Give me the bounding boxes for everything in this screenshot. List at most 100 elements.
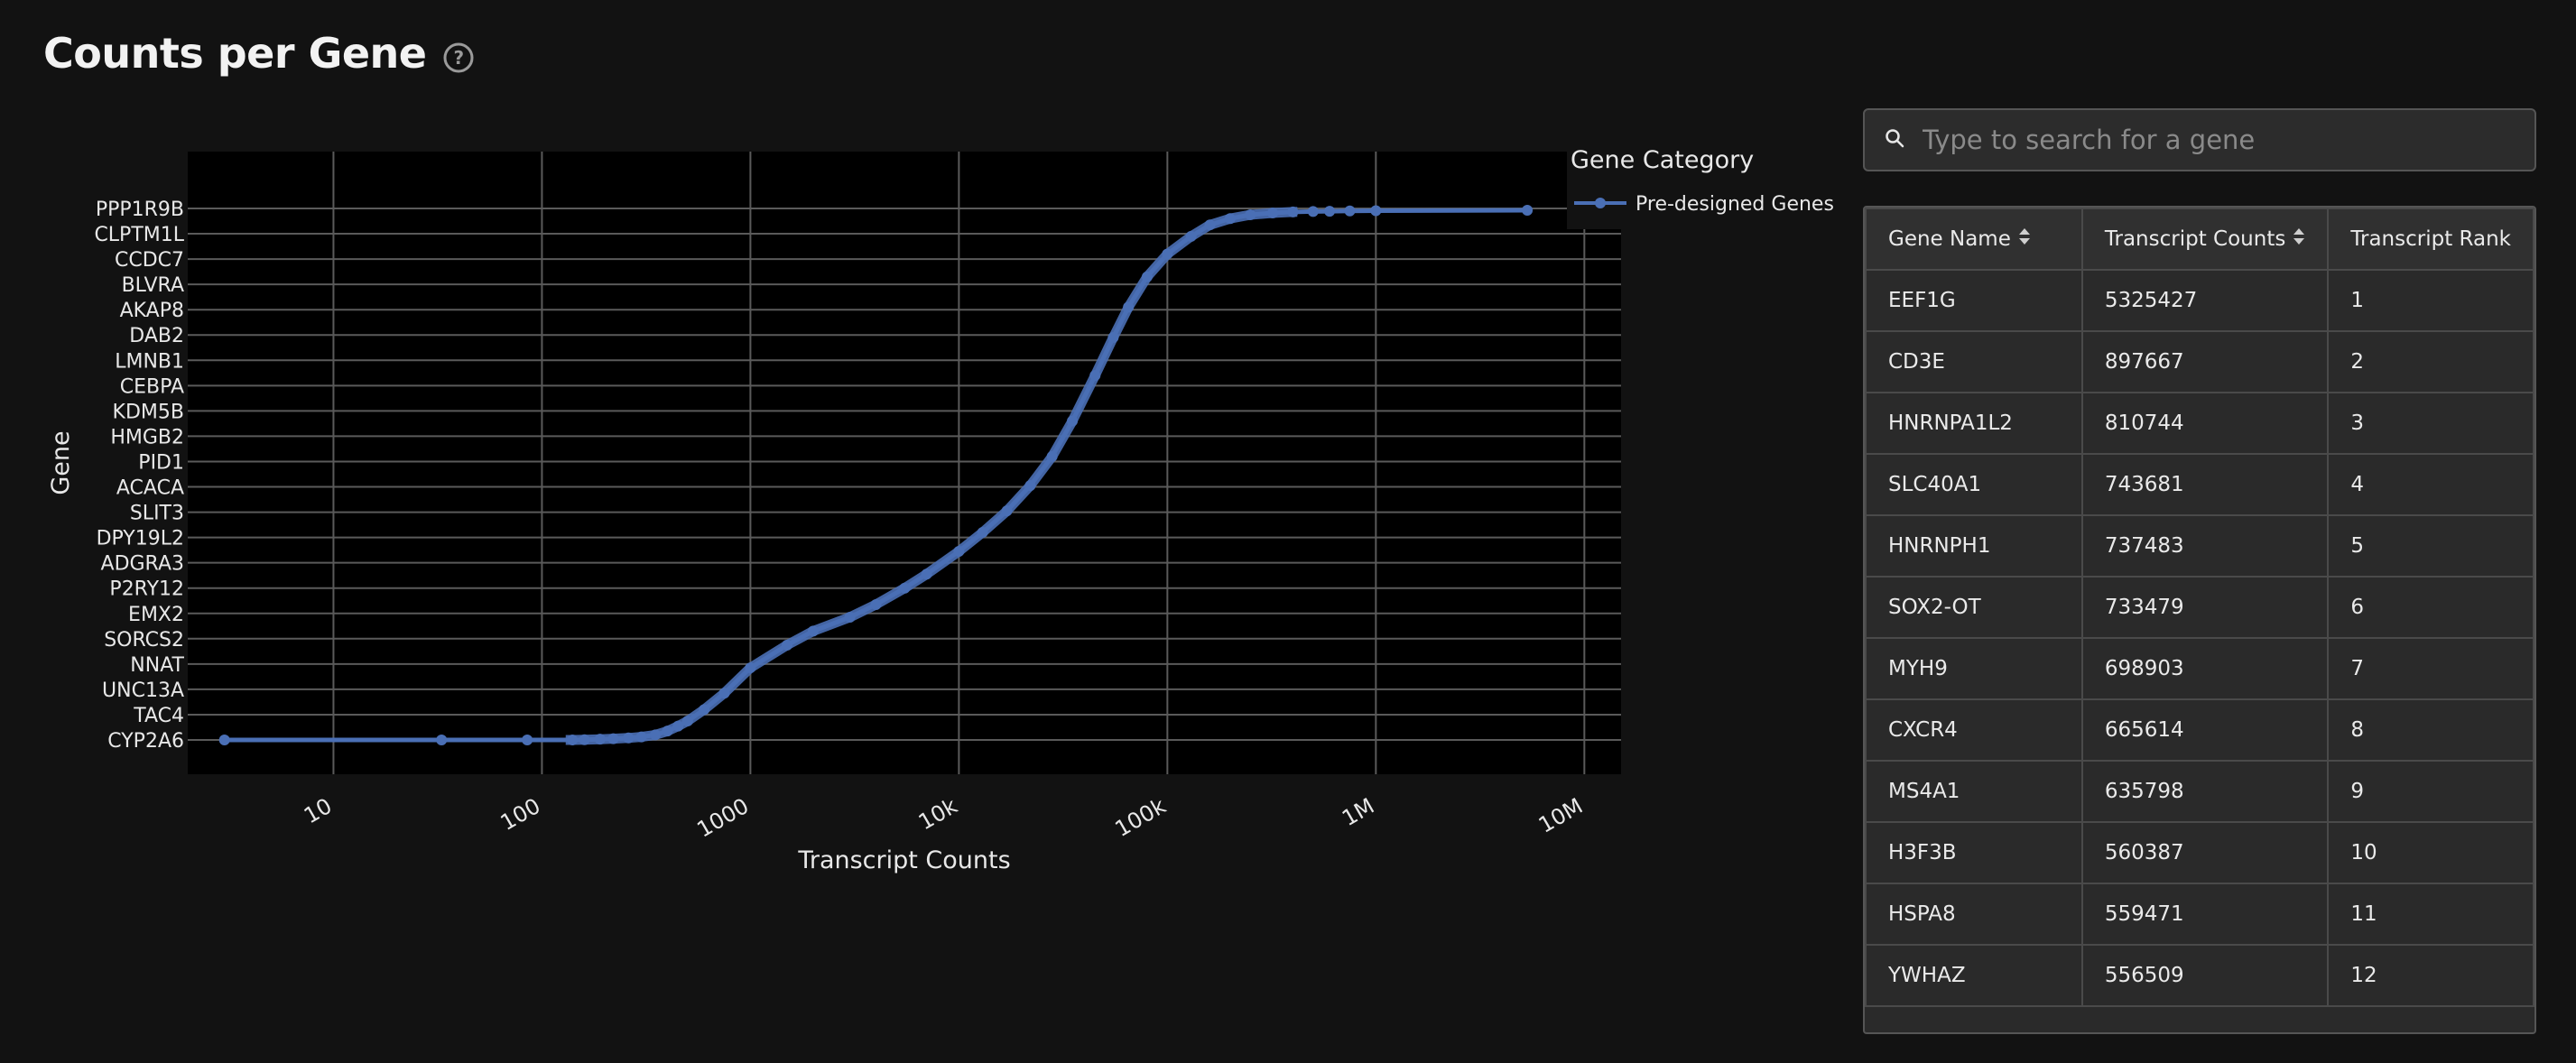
- y-tick-label: AKAP8: [120, 300, 184, 322]
- table-header-row: Gene Name Transcript Counts: [1865, 208, 2534, 271]
- x-tick-label: 100k: [1111, 793, 1171, 842]
- table-row[interactable]: SOX2-OT 733479 6: [1865, 576, 2534, 639]
- transcript-counts-cell: 737483: [2080, 514, 2330, 578]
- table-row[interactable]: HNRNPA1L2 810744 3: [1865, 392, 2534, 455]
- table-row[interactable]: H3F3B 560387 10: [1865, 821, 2534, 884]
- y-tick-label: DPY19L2: [97, 528, 184, 550]
- page-title: Counts per Gene ?: [43, 29, 475, 78]
- table-row[interactable]: CXCR4 665614 8: [1865, 698, 2534, 762]
- data-point: [579, 734, 590, 745]
- x-axis-title: Transcript Counts: [797, 846, 1010, 874]
- gene-name-cell: YWHAZ: [1865, 944, 2083, 1007]
- column-header-gene-name[interactable]: Gene Name: [1865, 208, 2083, 271]
- gene-name-cell: EEF1G: [1865, 269, 2083, 332]
- sort-icon[interactable]: [2293, 226, 2305, 252]
- data-point: [870, 598, 882, 610]
- transcript-rank-cell: 3: [2327, 392, 2534, 455]
- data-point: [567, 735, 579, 745]
- gene-name-cell: SOX2-OT: [1865, 576, 2083, 639]
- table-row[interactable]: CD3E 897667 2: [1865, 330, 2534, 393]
- y-tick-label: CCDC7: [115, 249, 184, 272]
- table-row[interactable]: SLC40A1 743681 4: [1865, 453, 2534, 516]
- transcript-counts-cell: 556509: [2080, 944, 2330, 1007]
- table-row[interactable]: MS4A1 635798 9: [1865, 760, 2534, 823]
- gene-search-box[interactable]: [1863, 108, 2536, 171]
- transcript-counts-cell: 897667: [2080, 330, 2330, 393]
- gene-name-cell: HNRNPA1L2: [1865, 392, 2083, 455]
- data-point: [1046, 450, 1058, 462]
- counts-per-gene-chart: 10 100 1000 10k 100k 1M 10M PPP1R9B CLPTM1L CCDC7…: [0, 126, 1859, 902]
- transcript-rank-cell: 10: [2327, 821, 2534, 884]
- data-point: [650, 729, 662, 741]
- transcript-counts-cell: 810744: [2080, 392, 2330, 455]
- plot-area: [188, 152, 1621, 774]
- data-point: [635, 731, 647, 743]
- y-tick-label: UNC13A: [102, 679, 184, 702]
- gene-name-cell: CD3E: [1865, 330, 2083, 393]
- data-point: [662, 726, 673, 737]
- legend-title: Gene Category: [1571, 146, 1754, 174]
- y-tick-label: CLPTM1L: [94, 224, 184, 246]
- y-tick-label: HMGB2: [110, 426, 184, 448]
- x-tick-label: 10k: [914, 793, 962, 836]
- data-point: [1344, 205, 1356, 217]
- y-tick-label: PID1: [138, 451, 184, 474]
- data-point: [1324, 206, 1336, 217]
- transcript-rank-cell: 12: [2327, 944, 2534, 1007]
- column-header-label: Transcript Counts: [2104, 227, 2286, 251]
- transcript-rank-cell: 8: [2327, 698, 2534, 762]
- column-header-transcript-counts[interactable]: Transcript Counts: [2080, 208, 2330, 271]
- gene-name-cell: HNRNPH1: [1865, 514, 2083, 578]
- table-row[interactable]: EEF1G 5325427 1: [1865, 269, 2534, 332]
- transcript-counts-cell: 635798: [2080, 760, 2330, 823]
- data-point: [1245, 209, 1256, 221]
- column-header-label: Gene Name: [1888, 227, 2011, 251]
- data-point: [522, 735, 533, 745]
- gene-name-cell: HSPA8: [1865, 883, 2083, 946]
- data-point: [699, 704, 710, 716]
- search-input[interactable]: [1921, 124, 2520, 156]
- transcript-rank-cell: 7: [2327, 637, 2534, 700]
- transcript-counts-cell: 733479: [2080, 576, 2330, 639]
- y-tick-label: CYP2A6: [107, 730, 184, 753]
- x-tick-label: 10: [300, 793, 336, 829]
- transcript-rank-cell: 5: [2327, 514, 2534, 578]
- y-tick-label: DAB2: [129, 325, 184, 347]
- data-point: [436, 735, 448, 745]
- data-point: [953, 546, 965, 558]
- data-point: [672, 720, 684, 732]
- column-header-transcript-rank[interactable]: Transcript Rank: [2327, 208, 2534, 271]
- table-row[interactable]: MYH9 698903 7: [1865, 637, 2534, 700]
- legend-box: [1567, 137, 1838, 229]
- gene-name-cell: SLC40A1: [1865, 453, 2083, 516]
- y-tick-label: LMNB1: [115, 350, 184, 373]
- data-point: [1162, 248, 1173, 260]
- data-point: [1370, 205, 1382, 217]
- transcript-counts-cell: 743681: [2080, 453, 2330, 516]
- data-point: [1001, 505, 1013, 517]
- transcript-counts-cell: 698903: [2080, 637, 2330, 700]
- data-point: [1107, 332, 1119, 344]
- y-tick-label: P2RY12: [109, 578, 184, 601]
- transcript-counts-cell: 560387: [2080, 821, 2330, 884]
- data-point: [1224, 213, 1236, 225]
- data-point: [1141, 271, 1153, 282]
- transcript-rank-cell: 9: [2327, 760, 2534, 823]
- transcript-counts-cell: 5325427: [2080, 269, 2330, 332]
- svg-text:?: ?: [454, 47, 464, 69]
- help-icon[interactable]: ?: [442, 42, 475, 74]
- x-tick-label: 100: [496, 793, 545, 836]
- data-point: [745, 662, 756, 674]
- gene-name-cell: MYH9: [1865, 637, 2083, 700]
- y-tick-label: KDM5B: [113, 401, 184, 423]
- data-point: [218, 735, 230, 745]
- table-row[interactable]: HNRNPH1 737483 5: [1865, 514, 2534, 578]
- sort-icon[interactable]: [2018, 226, 2031, 252]
- x-tick-label: 1000: [693, 793, 754, 843]
- table-row[interactable]: YWHAZ 556509 12: [1865, 944, 2534, 1007]
- y-tick-label: ADGRA3: [101, 553, 184, 576]
- data-point: [1123, 301, 1135, 313]
- table-row[interactable]: HSPA8 559471 11: [1865, 883, 2534, 946]
- gene-name-cell: CXCR4: [1865, 698, 2083, 762]
- y-tick-label: SLIT3: [130, 503, 184, 525]
